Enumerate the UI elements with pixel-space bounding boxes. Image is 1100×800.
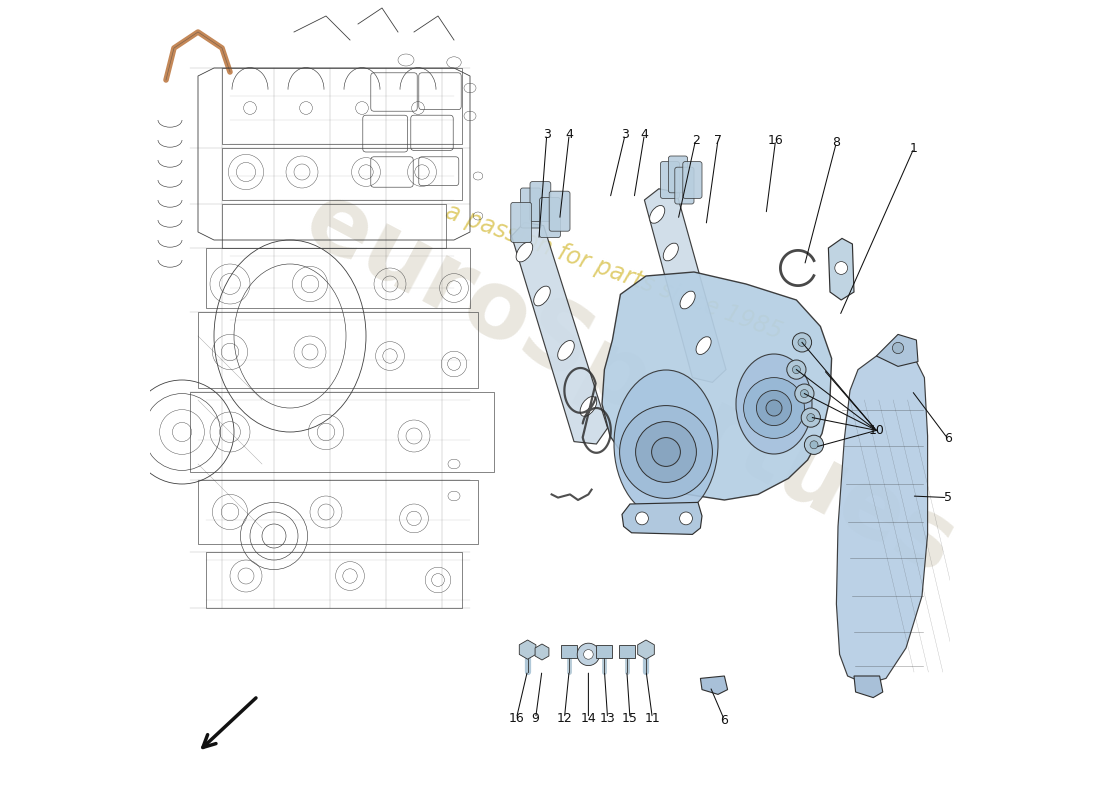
- FancyBboxPatch shape: [510, 202, 531, 242]
- Circle shape: [757, 390, 792, 426]
- Text: 1: 1: [910, 142, 917, 154]
- Polygon shape: [535, 644, 549, 660]
- Bar: [206, 248, 470, 308]
- Circle shape: [798, 338, 806, 346]
- Text: 9: 9: [531, 712, 539, 725]
- Text: 16: 16: [508, 712, 525, 725]
- Circle shape: [680, 512, 692, 525]
- Text: 10: 10: [869, 424, 884, 437]
- Polygon shape: [836, 356, 927, 684]
- Ellipse shape: [663, 243, 679, 261]
- FancyBboxPatch shape: [520, 188, 541, 228]
- Text: 3: 3: [543, 128, 551, 141]
- Bar: [198, 312, 478, 388]
- Text: 4: 4: [640, 128, 648, 141]
- Ellipse shape: [516, 242, 532, 262]
- Circle shape: [795, 384, 814, 403]
- Text: 7: 7: [714, 134, 722, 146]
- Circle shape: [801, 390, 808, 398]
- Circle shape: [766, 400, 782, 416]
- Circle shape: [792, 366, 801, 374]
- Circle shape: [835, 262, 848, 274]
- Circle shape: [744, 378, 804, 438]
- Circle shape: [806, 414, 815, 422]
- FancyBboxPatch shape: [530, 182, 551, 222]
- Bar: [222, 148, 462, 200]
- Text: 13: 13: [600, 712, 616, 725]
- Text: 8: 8: [833, 136, 840, 149]
- Circle shape: [792, 333, 812, 352]
- Circle shape: [651, 438, 681, 466]
- Circle shape: [804, 435, 824, 454]
- FancyBboxPatch shape: [549, 191, 570, 231]
- Polygon shape: [701, 676, 727, 694]
- Ellipse shape: [696, 337, 712, 354]
- Polygon shape: [512, 222, 607, 444]
- FancyBboxPatch shape: [669, 156, 688, 193]
- Polygon shape: [828, 238, 854, 300]
- Polygon shape: [877, 334, 918, 366]
- Bar: [222, 68, 462, 144]
- Circle shape: [619, 406, 713, 498]
- Text: 6: 6: [944, 432, 952, 445]
- Circle shape: [810, 441, 818, 449]
- Circle shape: [636, 512, 648, 525]
- Circle shape: [801, 408, 821, 427]
- Polygon shape: [854, 676, 883, 698]
- Text: 6: 6: [720, 714, 728, 726]
- Text: 14: 14: [581, 712, 596, 725]
- Text: 5: 5: [944, 491, 952, 504]
- Circle shape: [578, 643, 600, 666]
- Bar: [619, 645, 635, 658]
- Bar: [206, 552, 462, 608]
- Bar: [561, 645, 578, 658]
- Polygon shape: [638, 640, 654, 659]
- FancyBboxPatch shape: [540, 198, 560, 238]
- Polygon shape: [621, 502, 702, 534]
- Polygon shape: [645, 189, 726, 382]
- Polygon shape: [602, 272, 832, 500]
- Text: 15: 15: [623, 712, 638, 725]
- Bar: [198, 480, 478, 544]
- Polygon shape: [519, 640, 536, 659]
- Text: 2: 2: [692, 134, 700, 146]
- Text: a passion for parts since 1985: a passion for parts since 1985: [442, 200, 785, 344]
- Text: 12: 12: [557, 712, 572, 725]
- FancyBboxPatch shape: [683, 162, 702, 198]
- Text: 3: 3: [621, 128, 629, 141]
- Bar: [222, 204, 446, 248]
- Text: 16: 16: [768, 134, 783, 146]
- Ellipse shape: [680, 291, 695, 309]
- Bar: [190, 392, 494, 472]
- Circle shape: [786, 360, 806, 379]
- Ellipse shape: [558, 341, 574, 360]
- Text: euroSportues: euroSportues: [289, 174, 970, 594]
- Ellipse shape: [614, 370, 718, 518]
- Circle shape: [584, 650, 593, 659]
- Bar: [596, 645, 613, 658]
- Text: 11: 11: [645, 712, 660, 725]
- Ellipse shape: [534, 286, 550, 306]
- Ellipse shape: [736, 354, 812, 454]
- Ellipse shape: [580, 397, 596, 416]
- Circle shape: [892, 342, 903, 354]
- Text: 4: 4: [565, 128, 573, 141]
- Ellipse shape: [650, 206, 664, 223]
- Circle shape: [636, 422, 696, 482]
- FancyBboxPatch shape: [660, 162, 680, 198]
- FancyBboxPatch shape: [674, 167, 694, 204]
